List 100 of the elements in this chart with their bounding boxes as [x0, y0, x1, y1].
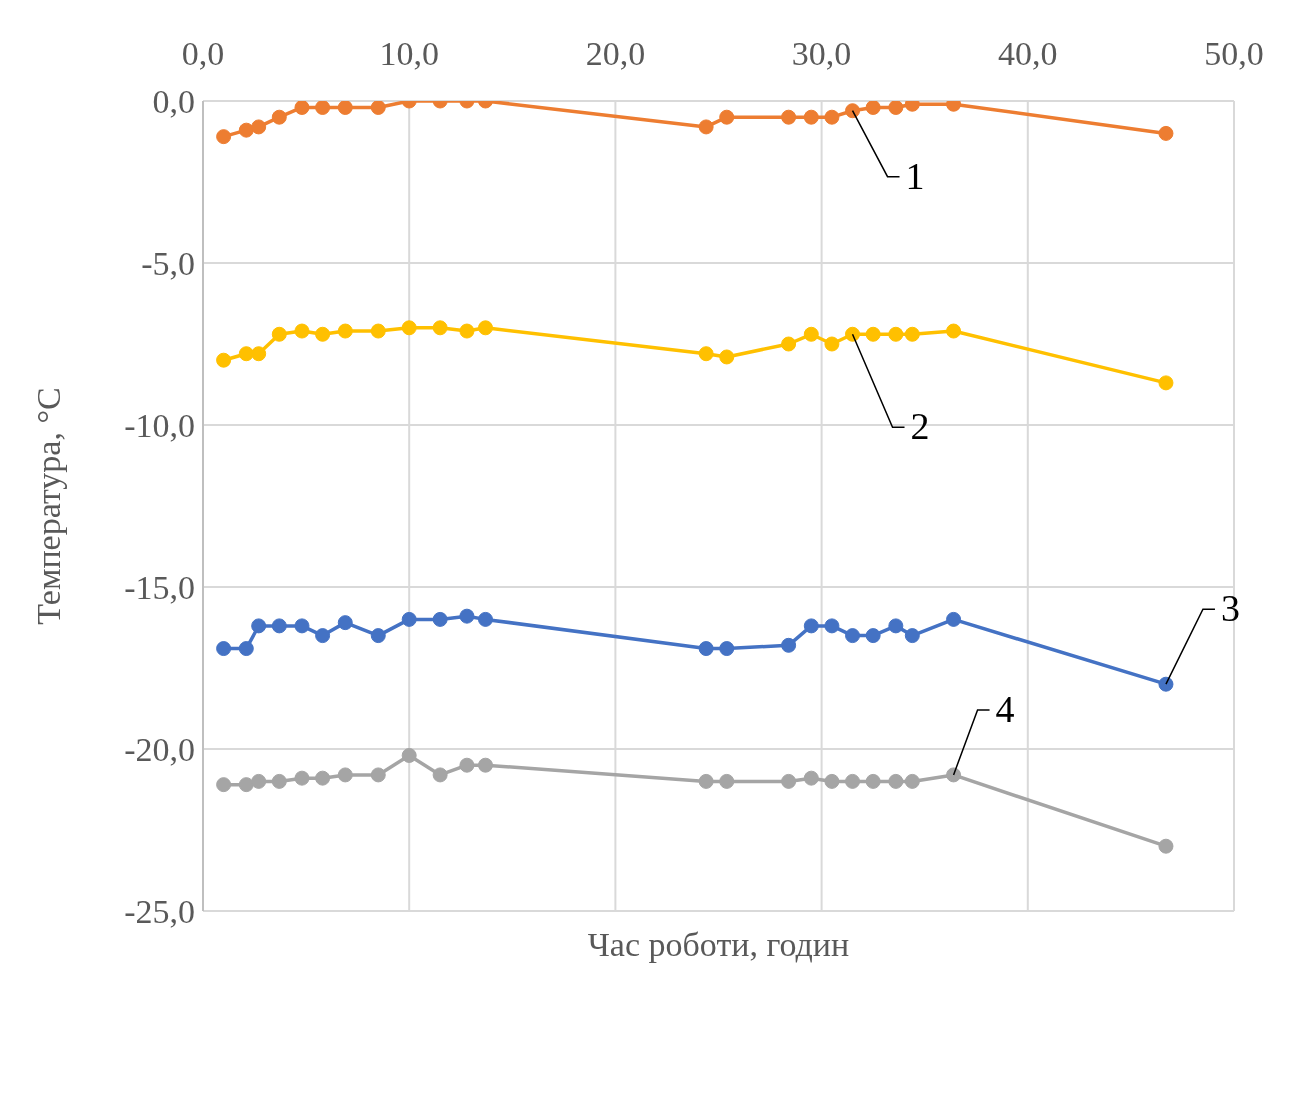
point — [251, 119, 267, 135]
point — [238, 641, 254, 657]
point — [271, 773, 287, 789]
y-tick-label: -5,0 — [141, 245, 195, 283]
point — [698, 346, 714, 362]
point — [294, 323, 310, 339]
point — [216, 352, 232, 368]
point — [865, 101, 881, 115]
point — [294, 618, 310, 634]
point — [781, 637, 797, 653]
point — [238, 122, 254, 138]
point — [401, 320, 417, 336]
annotation: 3 — [1220, 587, 1240, 630]
annotation: 4 — [995, 687, 1015, 730]
point — [370, 767, 386, 783]
point — [803, 618, 819, 634]
point — [865, 628, 881, 644]
point — [294, 101, 310, 115]
y-tick-label: -25,0 — [124, 893, 195, 931]
point — [370, 101, 386, 115]
point — [238, 777, 254, 793]
point — [698, 119, 714, 135]
point — [698, 773, 714, 789]
point — [946, 767, 962, 783]
point — [1158, 125, 1174, 141]
point — [824, 336, 840, 352]
y-axis-title: Температура, °C — [30, 387, 68, 625]
point — [216, 777, 232, 793]
point — [337, 767, 353, 783]
point — [370, 628, 386, 644]
point — [1158, 375, 1174, 391]
point — [337, 323, 353, 339]
annotation: 1 — [905, 154, 925, 197]
point — [698, 641, 714, 657]
point — [845, 773, 861, 789]
point — [251, 618, 267, 634]
point — [432, 767, 448, 783]
point — [865, 773, 881, 789]
point — [803, 109, 819, 125]
point — [1158, 838, 1174, 854]
point — [904, 628, 920, 644]
point — [719, 109, 735, 125]
point — [781, 773, 797, 789]
point — [337, 101, 353, 115]
point — [719, 641, 735, 657]
point — [477, 611, 493, 627]
point — [946, 611, 962, 627]
x-tick-label: 20,0 — [585, 35, 646, 72]
point — [803, 326, 819, 342]
y-tick-label: 0,0 — [152, 83, 195, 121]
point — [803, 770, 819, 786]
x-tick-label: 50,0 — [1204, 35, 1264, 72]
point — [271, 618, 287, 634]
point — [459, 608, 475, 624]
point — [315, 326, 331, 342]
point — [781, 336, 797, 352]
point — [904, 773, 920, 789]
point — [824, 618, 840, 634]
point — [315, 628, 331, 644]
x-tick-label: 10,0 — [379, 35, 439, 72]
point — [946, 323, 962, 339]
point — [294, 770, 310, 786]
y-tick-label: -10,0 — [124, 407, 195, 445]
point — [781, 109, 797, 125]
x-tick-label: 0,0 — [181, 35, 225, 72]
point — [238, 346, 254, 362]
point — [845, 103, 861, 119]
x-tick-label: 40,0 — [998, 35, 1058, 72]
point — [271, 326, 287, 342]
point — [337, 615, 353, 631]
point — [824, 109, 840, 125]
point — [865, 326, 881, 342]
y-tick-label: -20,0 — [124, 731, 195, 769]
point — [1158, 676, 1174, 692]
annotation: 2 — [910, 405, 930, 448]
point — [401, 747, 417, 763]
point — [216, 641, 232, 657]
point — [477, 320, 493, 336]
y-tick-label: -15,0 — [124, 569, 195, 607]
point — [216, 129, 232, 145]
point — [824, 773, 840, 789]
point — [904, 326, 920, 342]
point — [271, 109, 287, 125]
point — [888, 773, 904, 789]
point — [459, 323, 475, 339]
point — [888, 326, 904, 342]
point — [888, 101, 904, 115]
point — [845, 628, 861, 644]
x-tick-label: 30,0 — [791, 35, 852, 72]
point — [432, 611, 448, 627]
point — [315, 101, 331, 115]
point — [251, 773, 267, 789]
point — [432, 320, 448, 336]
point — [845, 326, 861, 342]
point — [888, 618, 904, 634]
point — [370, 323, 386, 339]
point — [719, 773, 735, 789]
point — [719, 349, 735, 365]
point — [459, 757, 475, 773]
point — [401, 611, 417, 627]
